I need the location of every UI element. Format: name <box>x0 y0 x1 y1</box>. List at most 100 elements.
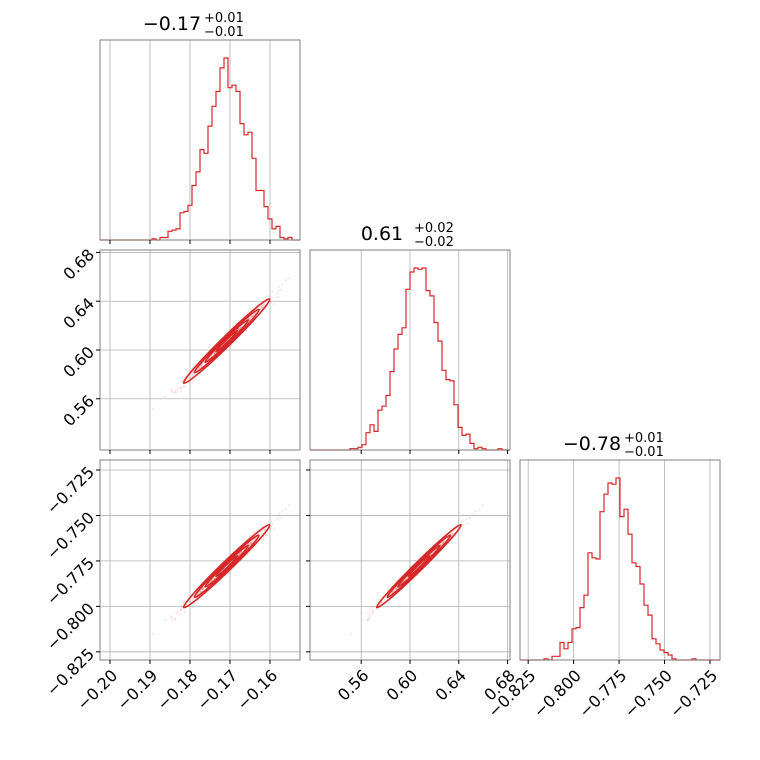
scatter-point-0-2 <box>182 601 185 604</box>
scatter-point-0-1 <box>278 285 281 288</box>
scatter-point-1-2 <box>366 619 369 622</box>
scatter-point-0-2 <box>198 591 201 594</box>
scatter-point-0-2 <box>181 604 184 607</box>
scatter-point-0-1 <box>263 303 266 306</box>
scatter-point-0-2 <box>201 587 204 590</box>
scatter-point-0-2 <box>288 503 291 506</box>
scatter-point-1-2 <box>371 612 374 615</box>
scatter-point-0-2 <box>252 539 255 542</box>
scatter-point-1-2 <box>395 588 398 590</box>
scatter-point-1-2 <box>468 516 471 519</box>
scatter-point-0-2 <box>164 618 167 621</box>
scatter-point-0-2 <box>264 534 267 537</box>
scatter-point-0-2 <box>200 588 202 591</box>
scatter-point-1-2 <box>418 556 420 559</box>
scatter-point-0-1 <box>271 290 274 293</box>
scatter-point-1-2 <box>366 612 369 615</box>
scatter-point-0-1 <box>181 387 183 390</box>
scatter-point-1-2 <box>369 615 372 618</box>
scatter-point-0-2 <box>212 577 215 580</box>
scatter-point-0-1 <box>179 386 182 389</box>
histogram-2 <box>520 477 720 661</box>
scatter-point-0-1 <box>197 377 199 380</box>
scatter-point-0-2 <box>266 534 269 537</box>
scatter-point-0-2 <box>211 578 214 581</box>
scatter-point-0-1 <box>252 322 255 325</box>
scatter-point-0-2 <box>171 618 174 621</box>
scatter-point-0-2 <box>239 551 242 554</box>
scatter-point-0-1 <box>171 391 174 394</box>
scatter-point-1-2 <box>395 587 398 590</box>
scatter-point-1-2 <box>371 608 374 611</box>
scatter-point-0-2 <box>251 541 254 544</box>
scatter-point-0-2 <box>170 616 173 619</box>
scatter-point-1-2 <box>442 541 445 544</box>
scatter-point-0-1 <box>201 362 204 365</box>
scatter-point-0-1 <box>213 351 216 354</box>
title-minus: −0.02 <box>414 235 454 250</box>
panel-frame-0-0 <box>99 39 301 241</box>
panel-title-2: −0.78 +0.01−0.01 <box>563 431 664 460</box>
scatter-point-0-2 <box>239 552 242 555</box>
scatter-point-0-1 <box>170 388 172 391</box>
scatter-point-1-2 <box>463 524 465 527</box>
scatter-point-0-1 <box>170 389 173 392</box>
histogram-0 <box>100 57 300 241</box>
scatter-point-0-2 <box>273 519 276 522</box>
scatter-point-0-1 <box>277 289 280 292</box>
scatter-point-0-1 <box>198 366 201 369</box>
scatter-point-0-2 <box>176 610 179 613</box>
scatter-point-0-2 <box>175 612 178 615</box>
scatter-point-1-2 <box>377 608 380 611</box>
scatter-point-0-1 <box>181 379 184 382</box>
scatter-point-0-1 <box>269 301 272 304</box>
scatter-point-0-2 <box>263 529 266 532</box>
scatter-point-0-1 <box>260 304 263 307</box>
scatter-point-0-2 <box>264 522 267 525</box>
scatter-point-0-1 <box>276 296 279 298</box>
panel-frame-2-2 <box>519 459 721 661</box>
scatter-point-0-1 <box>248 308 251 311</box>
scatter-point-1-2 <box>481 503 484 506</box>
scatter-point-0-2 <box>246 553 249 556</box>
panel-title-0: −0.17 +0.01−0.01 <box>143 11 244 40</box>
scatter-point-1-2 <box>380 601 383 603</box>
scatter-point-0-2 <box>271 522 274 525</box>
scatter-point-1-2 <box>372 611 375 614</box>
scatter-point-0-1 <box>251 315 254 318</box>
scatter-point-0-1 <box>181 380 184 383</box>
scatter-point-0-1 <box>189 376 191 379</box>
scatter-point-0-2 <box>200 590 202 593</box>
scatter-point-1-2 <box>431 551 434 554</box>
scatter-point-1-2 <box>370 604 373 607</box>
scatter-point-0-2 <box>179 608 182 611</box>
scatter-point-0-2 <box>278 512 281 515</box>
scatter-point-1-2 <box>368 616 371 619</box>
scatter-point-0-1 <box>191 374 194 377</box>
contour-1-2-1 <box>397 544 441 588</box>
scatter-point-1-2 <box>414 559 417 562</box>
scatter-point-0-2 <box>248 552 251 554</box>
scatter-point-0-1 <box>260 306 263 309</box>
contour-0-2-1 <box>204 544 250 588</box>
scatter-point-0-2 <box>199 590 202 593</box>
scatter-point-0-1 <box>175 391 178 394</box>
scatter-point-0-1 <box>191 371 194 374</box>
scatter-point-1-2 <box>369 612 372 615</box>
title-plus: +0.01 <box>204 11 244 26</box>
scatter-point-0-2 <box>191 599 194 601</box>
scatter-point-1-2 <box>377 598 380 601</box>
scatter-point-1-2 <box>383 599 386 601</box>
scatter-point-0-1 <box>164 395 167 398</box>
scatter-point-0-1 <box>284 279 287 282</box>
scatter-point-0-1 <box>251 315 254 318</box>
scatter-point-0-2 <box>260 532 263 535</box>
scatter-point-0-2 <box>201 588 204 590</box>
scatter-point-0-1 <box>176 386 179 389</box>
scatter-point-0-2 <box>262 538 265 541</box>
scatter-point-1-2 <box>468 517 471 520</box>
scatter-point-0-2 <box>284 508 287 511</box>
scatter-point-0-1 <box>261 306 264 309</box>
scatter-point-0-2 <box>210 569 213 572</box>
contour-0-1-1 <box>204 319 250 364</box>
